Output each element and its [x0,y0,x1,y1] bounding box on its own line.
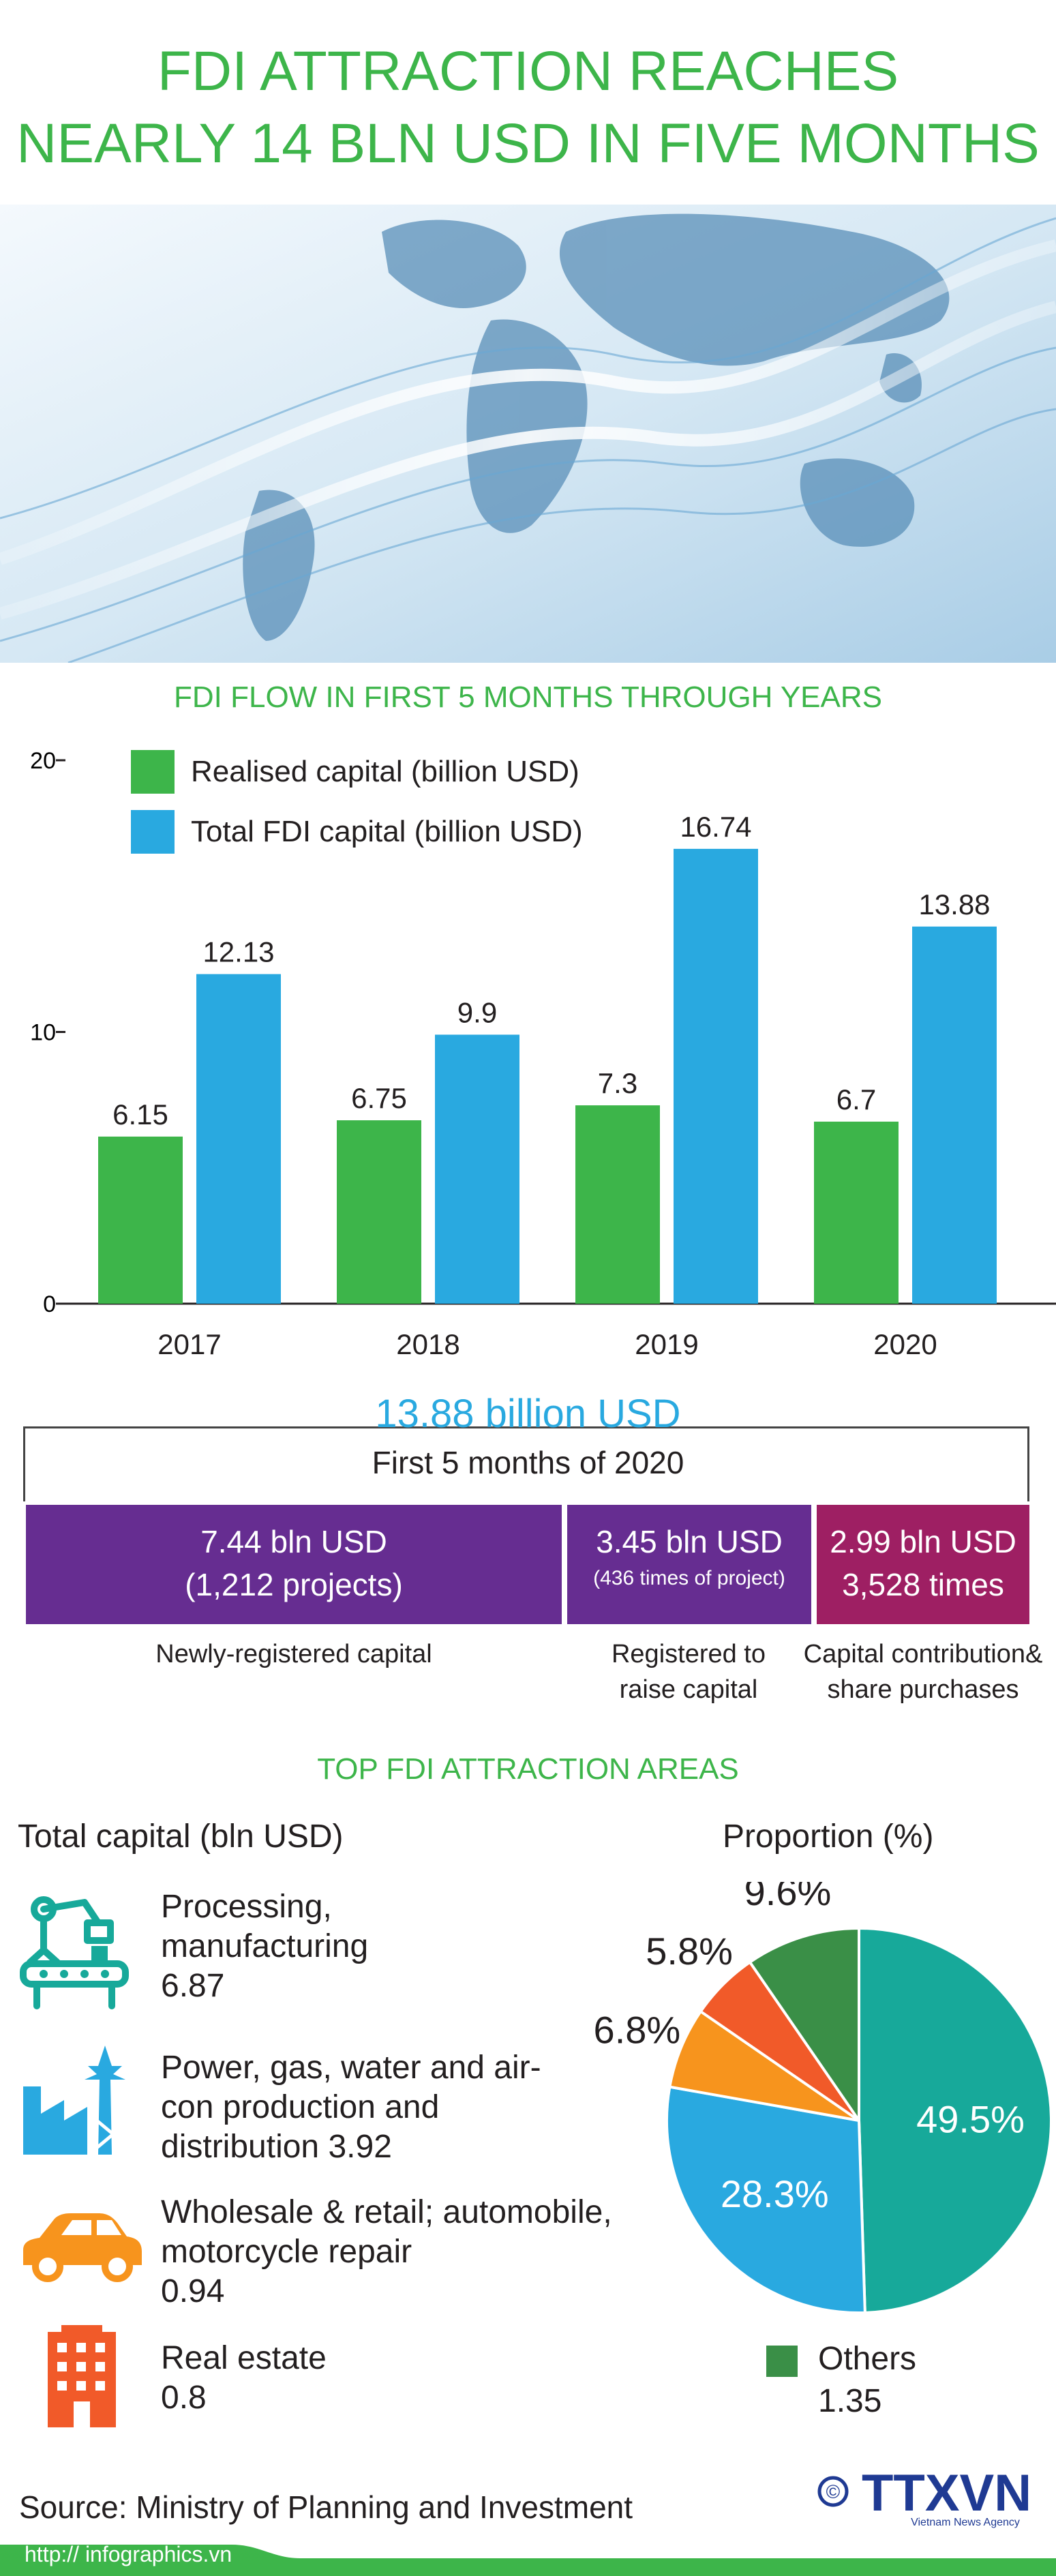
y-tick-label: 20 [30,748,56,774]
bar-value-label: 7.3 [598,1067,637,1099]
bar-2019-total [674,848,758,1304]
bar-value-label: 16.74 [680,811,751,843]
power-plant-icon [23,2046,125,2155]
pie-slice-wholesale [668,2009,860,2122]
footer-url-link[interactable]: http:// infographics.vn [25,2542,232,2566]
bar-value-label: 12.13 [202,936,274,968]
total-caption: First 5 months of 2020 [372,1445,684,1480]
pie-slice-others [748,1926,860,2125]
copyright-symbol: © [826,2481,841,2502]
bar-2017-realised [98,1136,183,1304]
logo-text: TTXVN [862,2468,1031,2522]
bar-value-label: 6.75 [351,1082,407,1114]
area-item-power: Power, gas, water and air-con production… [161,2048,543,2167]
others-legend-label: Others [818,2341,917,2377]
area-name: Power, gas, water and air-con production… [161,2050,541,2165]
bar-2020-realised [814,1122,899,1304]
legend-swatch [131,810,175,854]
y-tick-label: 10 [30,1020,56,1046]
segment-value: 7.44 bln USD [200,1524,387,1559]
bar-value-label: 6.15 [112,1098,168,1130]
legend-label: Realised capital (billion USD) [191,755,579,788]
bar-value-label: 13.88 [918,888,990,920]
segment-detail: (436 times of project) [593,1567,785,1589]
bar-2018-realised [337,1120,421,1304]
bar-value-label: 6.7 [836,1083,876,1115]
title-line-2: NEARLY 14 BLN USD IN FIVE MONTHS [16,113,1040,175]
factory-robot-arm-icon [20,1896,129,2009]
footer-bar [0,2545,1056,2576]
segment-newly-registered: 7.44 bln USD (1,212 projects) [26,1505,562,1624]
segment-raise-capital: 3.45 bln USD (436 times of project) [567,1505,811,1624]
bar-2020-total [912,926,997,1304]
y-tick-label: 0 [43,1291,56,1317]
area-item-wholesale: Wholesale & retail; automobile, motorcyc… [161,2193,652,2311]
x-tick-label: 2018 [396,1328,459,1360]
pie-value-label: 9.6% [744,1882,832,1913]
area-value: 3.92 [328,2129,392,2165]
building-icon [48,2325,116,2427]
segment-value: 3.45 bln USD [596,1524,783,1559]
bar-2019-realised [575,1105,660,1304]
logo-subtext: Vietnam News Agency [911,2517,1020,2528]
others-value: 1.35 [818,2383,882,2419]
area-value: 0.8 [161,2380,207,2416]
main-title: FDI ATTRACTION REACHES NEARLY 14 BLN USD… [0,35,1056,180]
segment-caption: Newly-registered capital [155,1640,432,1668]
pie-value-label: 49.5% [916,2097,1025,2140]
pie-value-label: 5.8% [646,1930,733,1973]
bar-2017-total [196,974,281,1304]
x-tick-label: 2019 [635,1328,698,1360]
others-legend-swatch [766,2346,798,2377]
hero-world-map-image [0,205,1056,663]
bar-value-label: 9.9 [457,996,497,1028]
area-value: 6.87 [161,1968,225,2004]
area-name: Wholesale & retail; automobile, motorcyc… [161,2194,612,2270]
pie-slice-processing [858,1926,1050,2314]
segment-caption: Capital contribution& share purchases [803,1640,1043,1704]
legend-label: Total FDI capital (billion USD) [191,815,583,848]
legend-swatch [131,750,175,794]
segment-value: 2.99 bln USD [830,1524,1016,1559]
segment-share-purchases: 2.99 bln USD 3,528 times [817,1505,1029,1624]
bar-2018-total [435,1034,519,1304]
title-line-1: FDI ATTRACTION REACHES [157,40,899,102]
x-tick-label: 2017 [157,1328,221,1360]
segment-caption: Registered to raise capital [611,1640,766,1704]
areas-right-header: Proportion (%) [723,1818,934,1855]
pie-value-label: 6.8% [594,2008,681,2051]
ttxvn-logo: © TTXVN Vietnam News Agency [817,2468,1031,2528]
area-item-processing: Processing, manufacturing 6.87 [161,1887,488,2006]
pie-slice-power [665,2085,866,2314]
areas-left-header: Total capital (bln USD) [18,1818,344,1855]
bar-chart: 0 10 20 6.15 12.13 2017 6.75 9.9 2018 7.3 16.74 20… [30,748,1056,1360]
area-value: 0.94 [161,2273,225,2309]
source-text: Source: Ministry of Planning and Investm… [19,2489,633,2525]
area-item-real-estate: Real estate 0.8 [161,2339,488,2418]
segment-detail: 3,528 times [842,1567,1004,1602]
pie-chart: 49.5% 28.3% 6.8% 5.8% 9.6% [594,1882,1050,2314]
segment-detail: (1,212 projects) [185,1567,403,1602]
total-bracket-box [23,1426,1029,1501]
bar-chart-title: FDI FLOW IN FIRST 5 MONTHS THROUGH YEARS [174,680,882,714]
pie-value-label: 28.3% [721,2172,829,2215]
total-fdi-value: 13.88 billion USD [375,1392,681,1436]
areas-title: TOP FDI ATTRACTION AREAS [317,1752,739,1786]
car-icon [23,2213,142,2282]
x-tick-label: 2020 [873,1328,937,1360]
area-name: Real estate [161,2340,327,2376]
area-name: Processing, manufacturing [161,1889,369,1964]
